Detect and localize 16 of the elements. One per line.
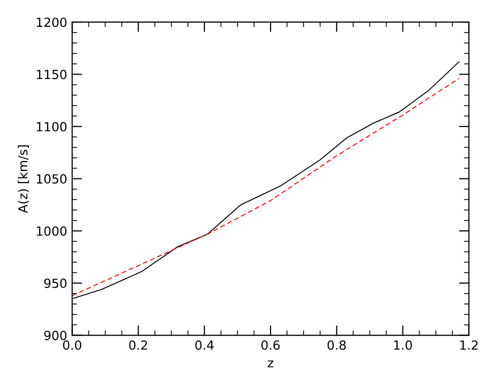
- y-tick-label: 900: [44, 330, 66, 340]
- x-tick-label: 1.0: [394, 340, 412, 350]
- x-tick-label: 0.2: [129, 340, 147, 350]
- x-tick-label: 1.2: [460, 340, 478, 350]
- y-tick-label: 950: [44, 278, 66, 288]
- y-tick-label: 1050: [36, 174, 66, 184]
- x-tick-label: 0.6: [261, 340, 280, 350]
- x-tick-label: 0.4: [195, 340, 214, 350]
- y-tick-label: 1200: [36, 18, 66, 28]
- x-axis-title: z: [268, 360, 274, 368]
- y-axis-title: A(z) [km/s]: [18, 145, 29, 213]
- y-tick-label: 1000: [36, 226, 66, 236]
- x-tick-label: 0.8: [328, 340, 346, 350]
- y-tick-label: 1150: [36, 70, 66, 80]
- y-tick-label: 1100: [36, 122, 66, 132]
- x-tick-label: 0.0: [63, 340, 82, 350]
